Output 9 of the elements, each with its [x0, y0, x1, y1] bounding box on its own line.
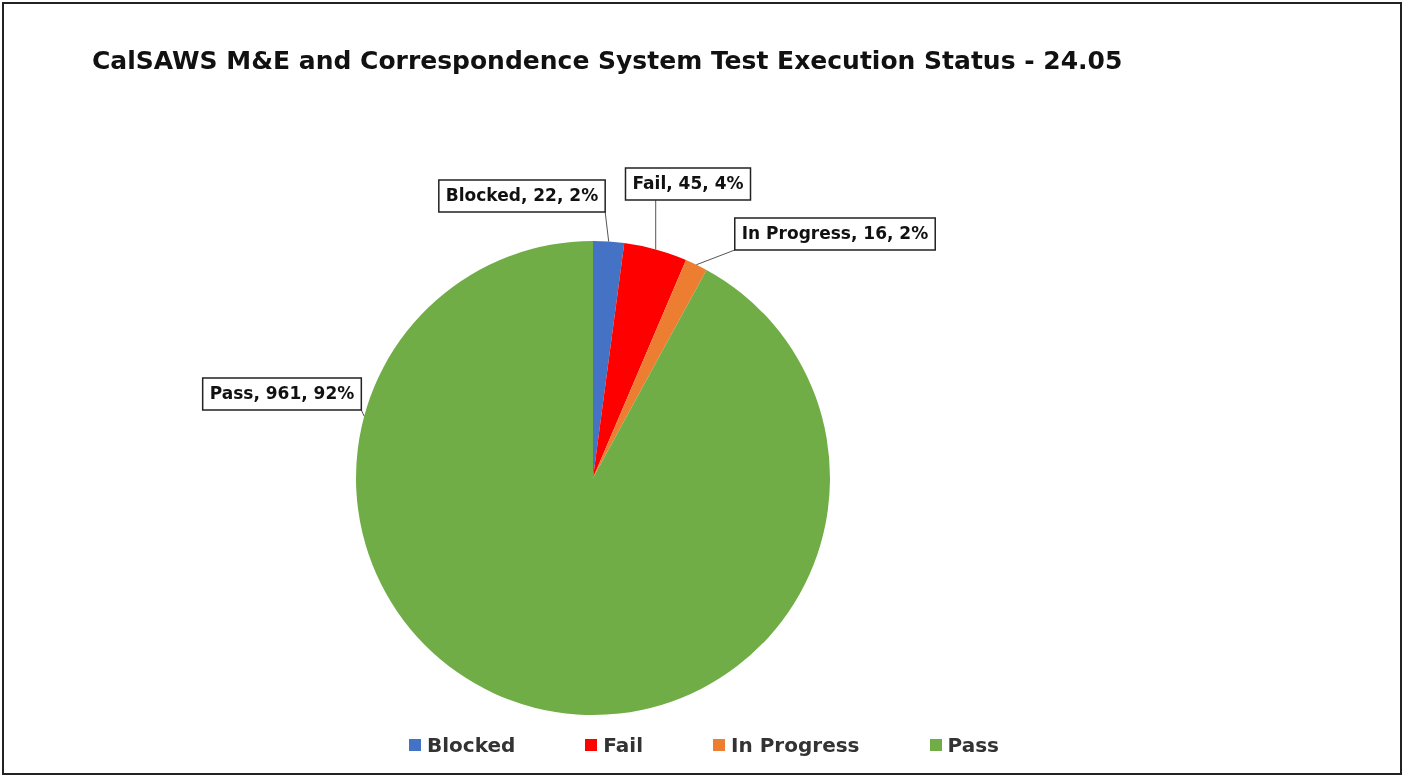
- chart-title: CalSAWS M&E and Correspondence System Test Execution Status - 24.05: [92, 46, 1123, 75]
- legend-label: Fail: [603, 733, 644, 757]
- data-label: In Progress, 16, 2%: [741, 223, 929, 244]
- legend-label: Blocked: [427, 733, 516, 757]
- legend-label: In Progress: [731, 733, 860, 757]
- data-label: Pass, 961, 92%: [209, 383, 355, 404]
- data-label: Blocked, 22, 2%: [445, 185, 599, 206]
- data-label: Fail, 45, 4%: [632, 173, 744, 194]
- legend-label: Pass: [947, 733, 999, 757]
